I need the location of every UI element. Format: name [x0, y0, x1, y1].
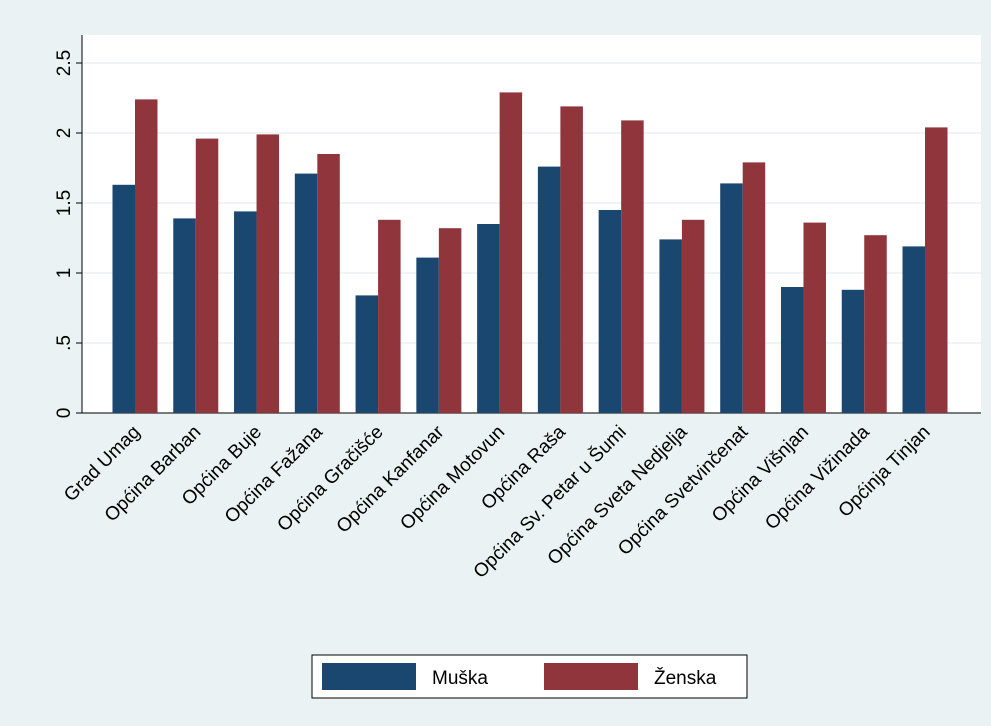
- bar: [195, 138, 219, 413]
- bar: [173, 218, 196, 413]
- y-tick-label: 1.5: [54, 190, 75, 216]
- bar: [378, 219, 401, 413]
- bar: [659, 239, 682, 413]
- y-tick-label: 2: [54, 128, 75, 139]
- bar: [902, 246, 926, 413]
- bar: [681, 219, 705, 413]
- legend-label: Ženska: [654, 667, 717, 689]
- bar: [803, 222, 826, 413]
- bar: [864, 235, 887, 413]
- bar: [598, 210, 622, 413]
- legend-label: Muška: [432, 668, 488, 689]
- bar: [477, 224, 500, 413]
- plot-area: [82, 35, 981, 413]
- bar: [742, 162, 766, 413]
- bar: [135, 99, 158, 414]
- bar: [112, 184, 135, 413]
- y-tick-label: 1: [54, 268, 75, 279]
- bar: [720, 183, 743, 413]
- bar: [621, 120, 644, 414]
- bar: [841, 289, 865, 413]
- bar: [256, 134, 280, 413]
- bar: [780, 287, 804, 413]
- y-tick-label: .5: [54, 335, 75, 351]
- bar: [234, 211, 257, 413]
- bar: [438, 228, 462, 413]
- legend-swatch: [322, 663, 416, 690]
- legend-swatch: [544, 663, 638, 690]
- y-tick-label: 2.5: [54, 50, 75, 76]
- bar: [355, 295, 379, 413]
- bar: [925, 127, 948, 414]
- bar: [317, 154, 340, 413]
- bar: [499, 92, 523, 414]
- bar: [294, 173, 318, 413]
- bar: [416, 257, 439, 413]
- bar: [560, 106, 583, 414]
- y-tick-label: 0: [54, 408, 75, 419]
- bar: [537, 166, 561, 413]
